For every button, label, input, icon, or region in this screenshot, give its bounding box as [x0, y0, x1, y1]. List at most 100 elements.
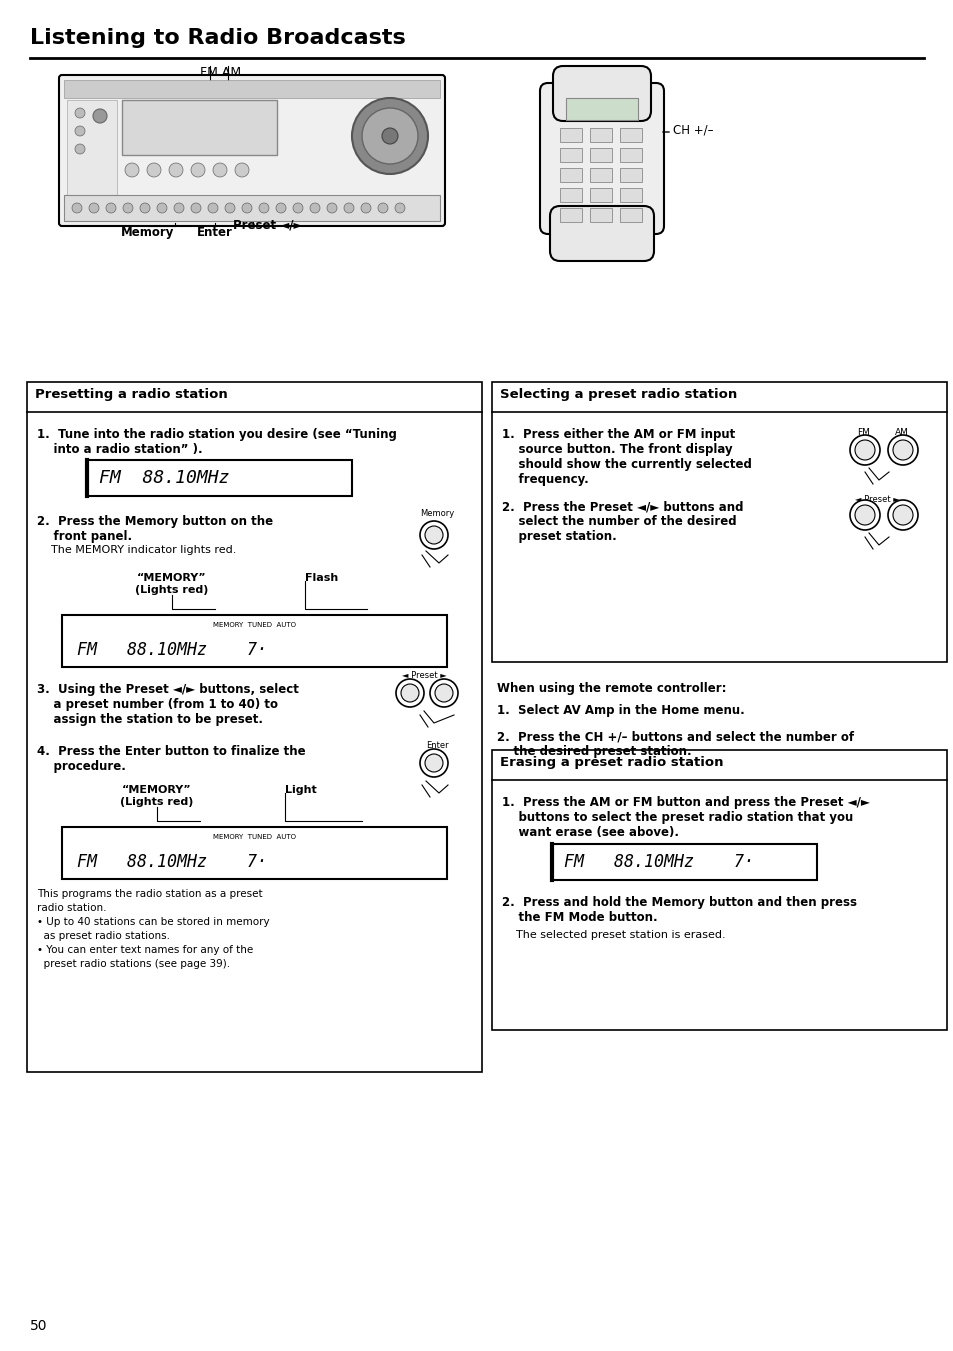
Bar [589, 149, 612, 162]
Circle shape [854, 440, 874, 459]
Circle shape [424, 754, 442, 771]
Text: The MEMORY indicator lights red.: The MEMORY indicator lights red. [37, 544, 236, 555]
Circle shape [275, 203, 286, 213]
Text: (Lights red): (Lights red) [135, 585, 209, 594]
Text: This programs the radio station as a preset: This programs the radio station as a pre… [37, 889, 262, 898]
Text: “MEMORY”: “MEMORY” [122, 785, 192, 794]
Text: 1.  Press the AM or FM button and press the Preset ◄/►: 1. Press the AM or FM button and press t… [501, 796, 869, 809]
Bar [619, 128, 641, 142]
Text: a preset number (from 1 to 40) to: a preset number (from 1 to 40) to [37, 698, 277, 711]
Text: Erasing a preset radio station: Erasing a preset radio station [499, 757, 722, 769]
Circle shape [360, 203, 371, 213]
Circle shape [89, 203, 99, 213]
Bar [62, 615, 447, 667]
Text: buttons to select the preset radio station that you: buttons to select the preset radio stati… [501, 811, 852, 824]
Circle shape [123, 203, 132, 213]
Bar [64, 195, 439, 222]
Text: Preset ◄/►: Preset ◄/► [233, 218, 302, 231]
Text: preset station.: preset station. [501, 530, 616, 543]
Circle shape [892, 505, 912, 526]
Text: radio station.: radio station. [37, 902, 107, 913]
Bar [87, 459, 352, 496]
Text: Memory: Memory [419, 509, 454, 517]
Text: FM AM: FM AM [200, 66, 241, 78]
Bar [589, 208, 612, 222]
Text: source button. The front display: source button. The front display [501, 443, 732, 457]
Circle shape [293, 203, 303, 213]
Text: FM: FM [856, 428, 869, 436]
Circle shape [173, 203, 184, 213]
Text: FM   88.10MHz    7·: FM 88.10MHz 7· [77, 852, 267, 871]
Circle shape [424, 526, 442, 544]
Text: 2.  Press the CH +/– buttons and select the number of: 2. Press the CH +/– buttons and select t… [497, 730, 853, 743]
Circle shape [106, 203, 116, 213]
Text: ◄ Preset ►: ◄ Preset ► [854, 494, 899, 504]
Text: FM  88.10MHz: FM 88.10MHz [99, 469, 230, 486]
Bar [67, 100, 117, 215]
Circle shape [887, 435, 917, 465]
Circle shape [435, 684, 453, 703]
Bar [589, 188, 612, 203]
Text: should show the currently selected: should show the currently selected [501, 458, 751, 471]
Circle shape [430, 680, 457, 707]
Bar [64, 80, 439, 99]
Text: 2.  Press the Memory button on the: 2. Press the Memory button on the [37, 515, 273, 528]
Bar [492, 382, 946, 662]
Text: the FM Mode button.: the FM Mode button. [501, 911, 657, 924]
Circle shape [147, 163, 161, 177]
Text: Enter: Enter [426, 740, 448, 750]
Bar [559, 149, 581, 162]
Circle shape [419, 748, 448, 777]
Text: into a radio station” ).: into a radio station” ). [37, 443, 202, 457]
Text: 4.  Press the Enter button to finalize the: 4. Press the Enter button to finalize th… [37, 744, 305, 758]
Text: When using the remote controller:: When using the remote controller: [497, 682, 726, 694]
Circle shape [395, 203, 405, 213]
Circle shape [377, 203, 388, 213]
Text: 2.  Press and hold the Memory button and then press: 2. Press and hold the Memory button and … [501, 896, 856, 909]
Text: Enter: Enter [197, 226, 233, 239]
Bar [122, 100, 276, 155]
Circle shape [75, 108, 85, 118]
Text: The selected preset station is erased.: The selected preset station is erased. [501, 929, 725, 940]
Text: as preset radio stations.: as preset radio stations. [37, 931, 170, 942]
Text: want erase (see above).: want erase (see above). [501, 825, 679, 839]
Bar [589, 168, 612, 182]
Circle shape [327, 203, 336, 213]
Text: Listening to Radio Broadcasts: Listening to Radio Broadcasts [30, 28, 405, 49]
Text: • You can enter text names for any of the: • You can enter text names for any of th… [37, 944, 253, 955]
Text: Light: Light [285, 785, 316, 794]
Bar [27, 382, 481, 1071]
Circle shape [234, 163, 249, 177]
Circle shape [71, 203, 82, 213]
Text: 2.  Press the Preset ◄/► buttons and: 2. Press the Preset ◄/► buttons and [501, 500, 742, 513]
FancyBboxPatch shape [539, 82, 663, 234]
Circle shape [381, 128, 397, 145]
Text: preset radio stations (see page 39).: preset radio stations (see page 39). [37, 959, 230, 969]
Bar [589, 128, 612, 142]
Text: AM: AM [894, 428, 908, 436]
Circle shape [352, 99, 428, 174]
Bar [559, 188, 581, 203]
Text: frequency.: frequency. [501, 473, 588, 486]
Bar [492, 750, 946, 1029]
Text: FM   88.10MHz    7·: FM 88.10MHz 7· [563, 852, 753, 871]
Text: ◄ Preset ►: ◄ Preset ► [401, 671, 446, 680]
Bar [62, 827, 447, 880]
Bar [559, 208, 581, 222]
Text: the desired preset station.: the desired preset station. [497, 744, 691, 758]
Circle shape [92, 109, 107, 123]
Circle shape [157, 203, 167, 213]
Circle shape [191, 203, 201, 213]
Circle shape [854, 505, 874, 526]
Text: Flash: Flash [305, 573, 338, 584]
Circle shape [887, 500, 917, 530]
Text: • Up to 40 stations can be stored in memory: • Up to 40 stations can be stored in mem… [37, 917, 270, 927]
Circle shape [419, 521, 448, 549]
Circle shape [140, 203, 150, 213]
Circle shape [75, 126, 85, 136]
Circle shape [310, 203, 319, 213]
Circle shape [75, 145, 85, 154]
Circle shape [361, 108, 417, 163]
Bar [619, 168, 641, 182]
Circle shape [225, 203, 234, 213]
